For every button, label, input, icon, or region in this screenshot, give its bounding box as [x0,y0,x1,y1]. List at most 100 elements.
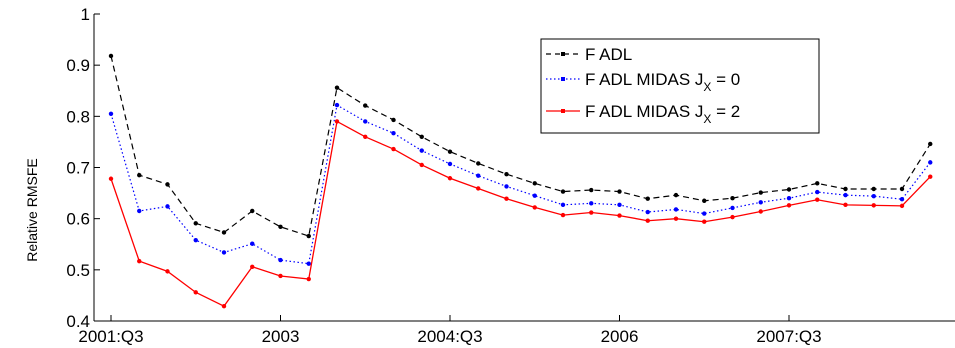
series-0-point [363,103,368,108]
series-1-point [334,102,340,108]
y-tick-label: 0.4 [66,312,90,331]
series-0-point [504,171,509,177]
series-0-point [278,224,283,230]
series-2-point [447,176,453,181]
series-1-point [476,173,481,178]
series-0-point [871,186,876,192]
series-1-point [108,111,114,116]
series-0-point [617,189,622,194]
series-2-point [532,205,537,210]
x-tick-label: 2006 [601,327,639,346]
series-1-point [391,131,396,136]
series-2-point [786,203,792,208]
y-tick-label: 0.5 [66,261,90,280]
series-2-point [391,146,396,152]
series-0-point [108,53,114,59]
series-2-point [758,209,763,214]
plot-area: 0.40.50.60.70.80.91 2001:Q3 2003 2004:Q3 20… [66,5,955,346]
series-2-point [137,258,142,264]
series-1-point [447,161,453,167]
series-2-point [250,264,255,269]
legend-item-midas-0: F ADL MIDAS JX = 0 [546,70,740,94]
x-tick-label: 2007:Q3 [756,327,821,346]
series-2-point [589,210,594,215]
legend-box [540,38,820,134]
series-0-point [758,190,763,195]
series-0-point [560,189,566,194]
series-0-point [250,208,255,214]
series-0-point [532,181,537,186]
y-tick-label: 1 [81,5,90,24]
series-1-point [165,204,170,209]
series-2-point [419,162,424,168]
series-1-point [363,119,368,124]
legend-label-f-adl: F ADL [585,45,632,64]
series-1-point [504,184,509,189]
series-0-point [673,192,679,198]
series-2-point [221,303,227,309]
series-0-point [193,221,198,226]
series-1-point [250,241,255,246]
legend-marker-midas-0 [561,77,565,81]
series-2-point [843,202,848,208]
series-2-point [334,119,340,124]
series-1-point [843,192,848,198]
series-1-point [702,211,707,216]
series-2-point [702,219,707,224]
legend-marker-midas-2 [561,109,565,113]
legend-label-midas-2: F ADL MIDAS JX = 2 [585,102,740,126]
series-2-point [165,269,170,274]
series-1-point [815,189,820,195]
legend-label-midas-0: F ADL MIDAS JX = 0 [585,70,740,94]
series-1-point [560,202,566,208]
series-0-point [334,85,340,90]
series-1-point [532,193,537,198]
series-2-point [476,186,481,191]
legend-marker-f-adl [561,52,565,56]
series-2-point [504,196,509,201]
series-1-point [928,160,933,165]
y-tick-label: 0.6 [66,210,90,229]
series-1-point [589,201,594,206]
y-tick-label: 0.8 [66,107,90,126]
series-0-point [928,141,933,147]
series-2-point [673,216,679,221]
series-1-point [871,193,876,199]
series-2-point [617,213,622,218]
series-0-point [165,182,170,187]
series-0-point [137,172,142,178]
y-tick-label: 0.9 [66,56,90,75]
y-tick-label: 0.7 [66,159,90,178]
series-0-point [221,230,227,235]
y-axis-label: Relative RMSFE [24,158,40,261]
series-2-point [815,197,820,202]
series-1-point [758,200,763,205]
series-2-point [730,214,735,220]
series-0-point [589,187,594,193]
series-1-point [306,261,311,266]
series-1-point [645,209,650,215]
series-1-line [110,104,931,265]
series-2-point [306,276,311,282]
series-1-point [419,148,424,153]
x-ticks: 2001:Q3 2003 2004:Q3 2006 2007:Q3 [78,315,822,346]
series-2-point [108,176,114,181]
y-ticks: 0.4 0.5 0.6 0.7 0.8 0.9 1 [66,5,100,331]
series-0-line [110,55,931,237]
legend-item-f-adl: F ADL [546,45,632,64]
series-1-point [730,205,735,211]
series-2-point [928,174,933,179]
series-0-point [843,186,848,192]
series-0-point [645,196,650,201]
series-0-point [899,186,905,192]
series-0-point [476,161,481,166]
legend: F ADL F ADL MIDAS JX = 0 F ADL MIDAS JX … [540,38,820,134]
series-layer [108,53,933,309]
series-0-point [815,181,820,186]
series-1-point [617,202,622,208]
x-tick-label: 2004:Q3 [417,327,482,346]
x-tick-label: 2003 [262,327,300,346]
series-0-point [447,149,453,154]
series-1-point [899,197,905,202]
